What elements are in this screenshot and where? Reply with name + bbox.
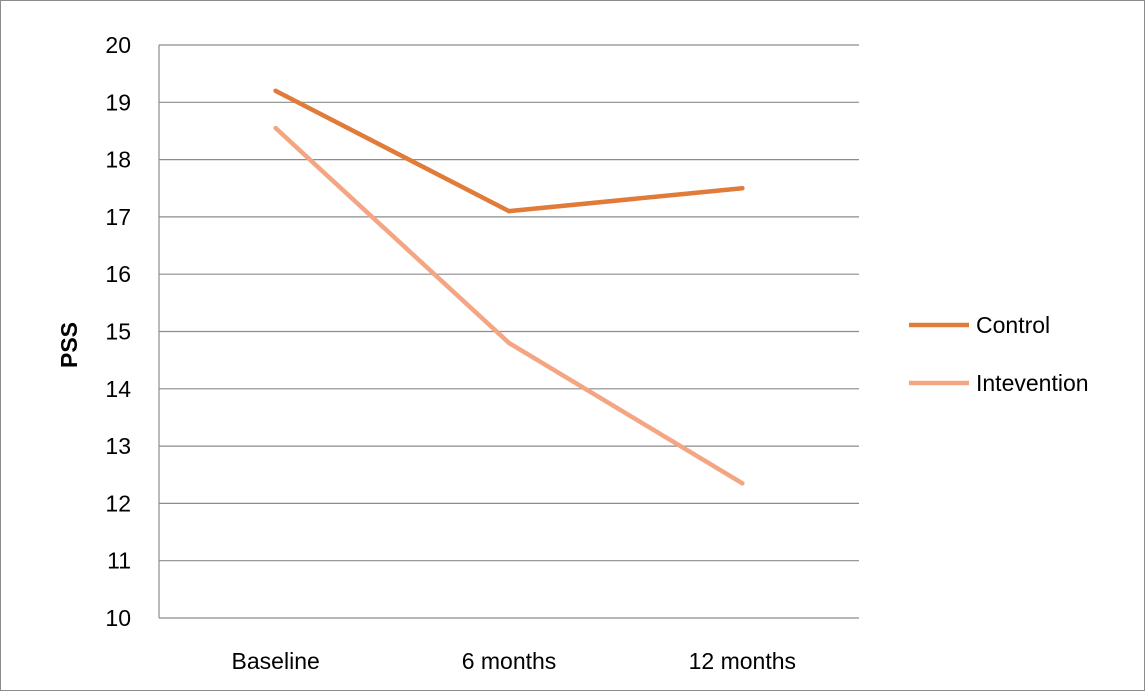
data-point-intevention	[740, 481, 745, 486]
x-tick-label: 6 months	[462, 648, 557, 674]
y-tick-labels: 10 11 12 13 14 15 16 17 18 19 20	[105, 32, 131, 631]
data-point-intevention	[506, 340, 512, 346]
y-tick-label: 10	[105, 605, 131, 631]
series-lines	[273, 88, 745, 486]
legend-label: Intevention	[976, 370, 1089, 396]
data-point-control	[273, 88, 278, 94]
x-tick-labels: Baseline 6 months 12 months	[232, 648, 796, 674]
y-tick-label: 13	[105, 433, 131, 459]
data-point-control	[506, 208, 512, 214]
x-tick-label: 12 months	[689, 648, 796, 674]
data-point-control	[740, 186, 745, 191]
x-tick-label: Baseline	[232, 648, 320, 674]
y-axis-label: PSS	[56, 322, 82, 368]
axes	[158, 45, 859, 619]
legend: Control Intevention	[909, 312, 1089, 396]
y-tick-label: 14	[105, 376, 131, 402]
series-line-intevention	[273, 125, 745, 486]
y-tick-label: 20	[105, 32, 131, 58]
y-tick-label: 17	[105, 204, 131, 230]
y-tick-label: 12	[105, 490, 131, 516]
legend-label: Control	[976, 312, 1050, 338]
y-tick-label: 19	[105, 89, 131, 115]
y-tick-label: 11	[107, 548, 131, 574]
gridlines	[159, 44, 859, 562]
y-tick-label: 18	[105, 147, 131, 173]
y-tick-label: 16	[105, 261, 131, 287]
y-tick-label: 15	[105, 319, 131, 345]
data-point-intevention	[273, 125, 278, 131]
